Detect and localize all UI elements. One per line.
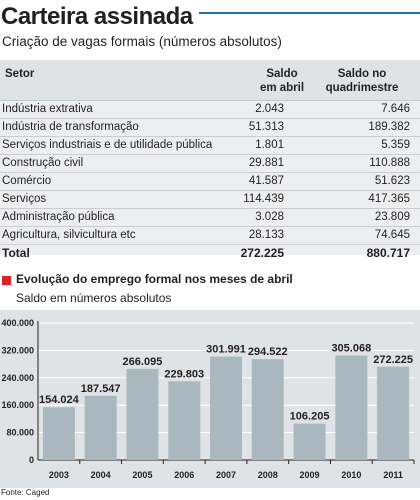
saldo-quadrimestre-value: 51.623 [374,175,410,187]
data-label: 229.803 [164,368,204,380]
saldo-abril-value: 2.043 [255,103,284,115]
y-tick-label: 160.000 [1,400,34,410]
sector-label: Total [2,246,30,260]
saldo-abril-value: 28.133 [248,229,284,241]
bar [293,423,326,460]
bar [84,395,117,460]
sector-label: Indústria de transformação [2,121,139,133]
x-tick-label: 2003 [49,470,69,480]
sector-table: Setor Saldo em abril Saldo no quadrimest… [0,60,420,260]
sector-label: Indústria extrativa [2,103,93,115]
table-header: Setor Saldo em abril Saldo no quadrimest… [0,60,420,101]
table-row: Administração pública 3.028 23.809 [0,209,420,227]
page-subtitle: Criação de vagas formais (números absolu… [2,34,282,49]
header-setor: Setor [5,68,35,80]
saldo-abril-value: 29.881 [248,157,284,169]
data-label: 301.991 [206,344,246,356]
source-note: Fonte: Caged [1,488,50,497]
saldo-abril-value: 1.801 [255,139,284,151]
table-row: Indústria extrativa 2.043 7.646 [0,101,420,119]
table-row: Serviços industriais e de utilidade públ… [0,137,420,155]
chart-title: Evolução do emprego formal nos meses de … [16,272,293,286]
data-label: 106.205 [290,411,330,423]
x-tick-label: 2009 [300,470,320,480]
data-label: 272.225 [373,354,413,366]
y-tick-label: 320.000 [1,345,34,355]
saldo-quadrimestre-value: 189.382 [368,121,410,133]
sector-label: Serviços [2,193,47,205]
x-tick-label: 2004 [91,470,111,480]
y-tick-label: 80.000 [6,428,34,438]
bar [210,356,242,460]
header-saldo-abril: Saldo em abril [252,67,312,95]
header-saldo-quadrimestre-line1: Saldo no [337,68,387,80]
table-row: Indústria de transformação 51.313 189.382 [0,119,420,137]
page-title: Carteira assinada [1,4,199,30]
sector-label: Agricultura, silvicultura etc [2,229,136,241]
table-row: Construção civil 29.881 110.888 [0,155,420,173]
title-rule [184,12,420,14]
table-row: Agricultura, silvicultura etc 28.133 74.64… [0,227,420,245]
y-tick-label: 240.000 [1,373,34,383]
y-tick-label: 400.000 [1,318,34,328]
bar [335,355,368,460]
saldo-quadrimestre-value: 417.365 [368,193,410,205]
header-saldo-quadrimestre: Saldo no quadrimestre [312,67,412,95]
bar-chart: 0 80.000 160.000 240.000 320.000 400.000 154.0… [0,310,420,488]
saldo-quadrimestre-value: 23.809 [374,211,410,223]
saldo-quadrimestre-value: 5.359 [381,139,410,151]
data-label: 305.068 [331,343,371,355]
x-tick-label: 2011 [383,470,403,480]
chart-subtitle: Saldo em números absolutos [16,291,172,305]
header-saldo-quadrimestre-line2: quadrimestre [325,82,399,94]
data-label: 266.095 [123,356,163,368]
header-saldo-abril-line1: Saldo [266,68,298,80]
bar [251,359,284,460]
table-row: Comércio 41.587 51.623 [0,173,420,191]
title-block: Carteira assinada [0,4,420,32]
y-tick-label: 0 [29,455,34,465]
x-tick-label: 2006 [174,470,194,480]
section-marker [2,276,11,285]
data-label: 187.547 [81,383,121,395]
header-saldo-abril-line2: em abril [259,82,305,94]
sector-label: Serviços industriais e de utilidade públ… [2,139,213,151]
sector-label: Comércio [2,175,52,187]
saldo-abril-value: 41.587 [248,175,284,187]
x-tick-label: 2007 [216,470,236,480]
saldo-quadrimestre-value: 880.717 [366,246,410,260]
saldo-abril-value: 114.439 [243,193,284,205]
table-total-row: Total 272.225 880.717 [0,245,420,262]
data-label: 154.024 [39,394,80,406]
saldo-abril-value: 272.225 [240,246,284,260]
sector-label: Administração pública [2,211,115,223]
bar [168,381,201,460]
table-row: Serviços 114.439 417.365 [0,191,420,209]
saldo-quadrimestre-value: 110.888 [369,157,410,169]
bar [126,368,159,460]
saldo-quadrimestre-value: 74.645 [374,229,410,241]
saldo-abril-value: 3.028 [255,211,284,223]
saldo-quadrimestre-value: 7.646 [381,103,410,115]
x-tick-label: 2010 [341,470,361,480]
bar [42,407,75,460]
data-label: 294.522 [248,346,288,358]
bar-chart-svg: 0 80.000 160.000 240.000 320.000 400.000 154.0… [1,318,415,480]
x-tick-label: 2008 [258,470,278,480]
x-tick-label: 2005 [132,470,152,480]
saldo-abril-value: 51.313 [248,121,284,133]
sector-label: Construção civil [2,157,84,169]
bar [377,366,410,460]
